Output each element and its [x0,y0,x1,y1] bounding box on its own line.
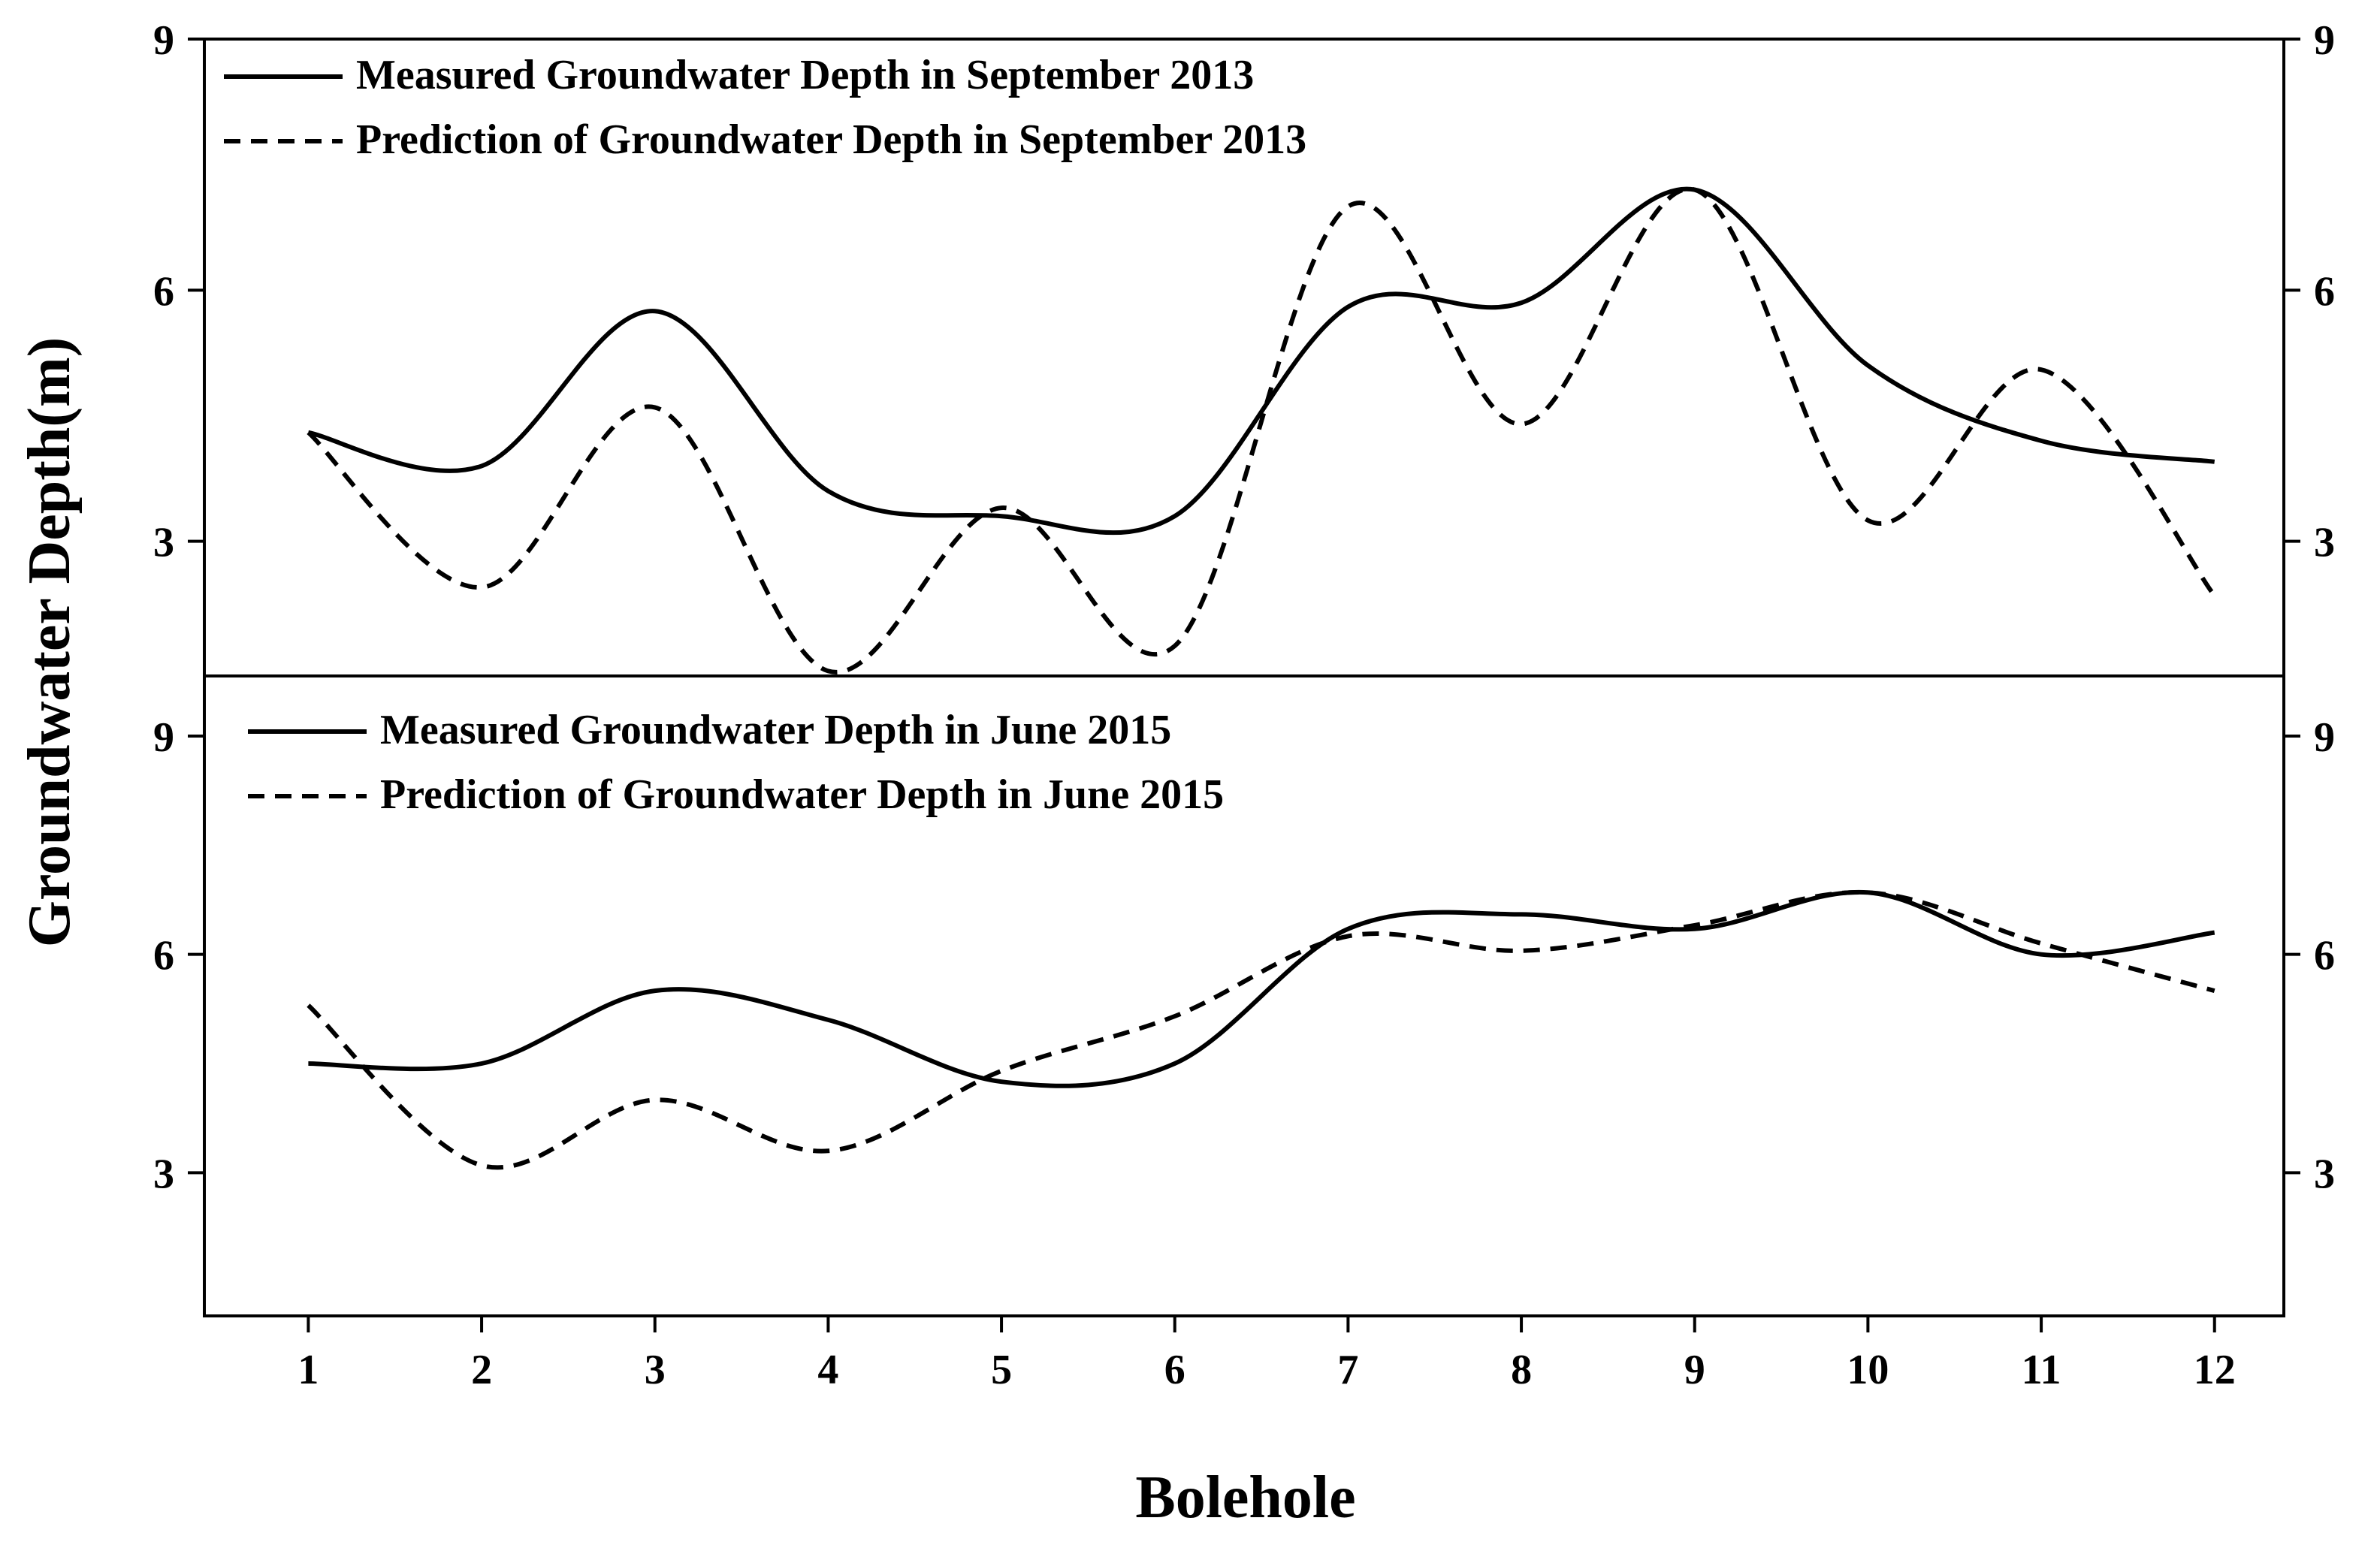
y-tick-label-left: 6 [153,268,174,315]
x-tick-label: 7 [1337,1347,1358,1393]
ticks-layer: 1 2 3 4 5 6 7 8 9 10 11 123 36 69 93 36 69 9 [153,17,2335,1393]
x-tick-label: 6 [1164,1347,1185,1393]
legend-label-predicted-bottom: Prediction of Groundwater Depth in June … [380,771,1224,818]
y-tick-label-right: 3 [2314,1151,2335,1197]
predicted-series-line-bottom [307,889,2215,1170]
x-axis-title: Bolehole [1135,1465,1355,1531]
x-tick-label: 1 [298,1347,319,1393]
x-tick-label: 9 [1684,1347,1705,1393]
x-tick-label: 8 [1511,1347,1532,1393]
legend-label-measured-top: Measured Groundwater Depth in September … [356,52,1254,98]
y-tick-label-left: 9 [153,714,174,761]
measured-series-line-top [307,186,2215,536]
x-tick-label: 5 [991,1347,1012,1393]
x-tick-label: 4 [817,1347,838,1393]
y-axis-title: Groundwater Depth(m) [17,337,83,948]
legend-label-measured-bottom: Measured Groundwater Depth in June 2015 [380,707,1171,753]
frame-layer [203,38,2285,1317]
y-tick-label-right: 6 [2314,933,2335,979]
measured-series-line-bottom [308,889,2215,1088]
x-tick-label: 2 [471,1347,492,1393]
series-layer [307,186,2217,1170]
y-tick-label-left: 6 [153,933,174,979]
y-tick-label-right: 3 [2314,520,2335,566]
y-tick-label-left: 3 [153,1151,174,1197]
y-tick-label-right: 9 [2314,17,2335,64]
y-tick-label-right: 9 [2314,714,2335,761]
x-tick-label: 11 [2022,1347,2061,1393]
legend-layer: Measured Groundwater Depth in September … [224,52,1306,818]
y-tick-label-right: 6 [2314,268,2335,315]
x-tick-label: 10 [1847,1347,1889,1393]
x-tick-label: 12 [2194,1347,2236,1393]
y-tick-label-left: 3 [153,520,174,566]
y-tick-label-left: 9 [153,17,174,64]
x-tick-label: 3 [645,1347,666,1393]
legend-label-predicted-top: Prediction of Groundwater Depth in Septe… [356,116,1306,163]
predicted-series-line-top [307,186,2217,674]
